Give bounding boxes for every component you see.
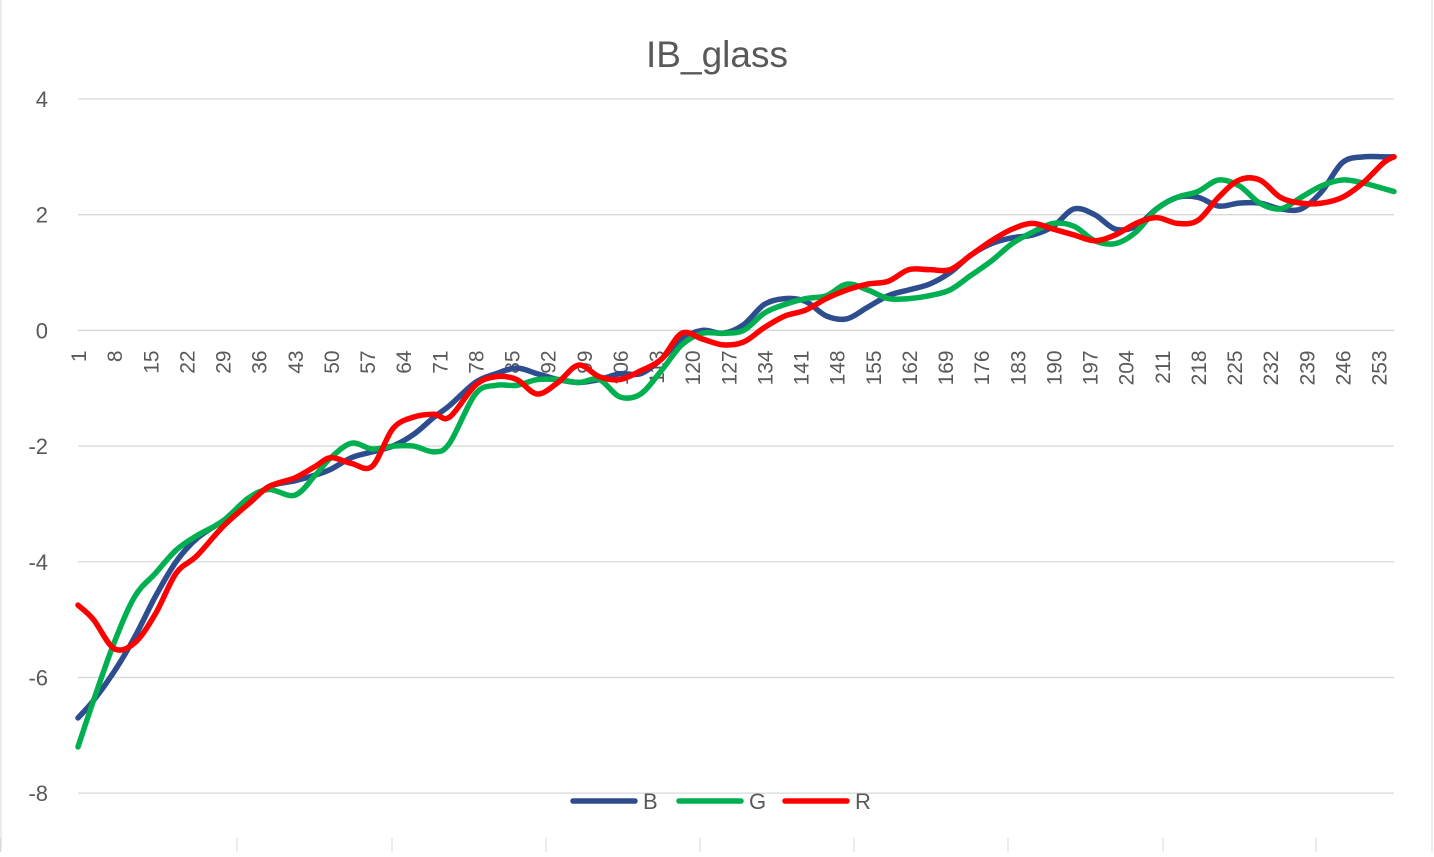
x-tick-label: 183 <box>1007 350 1030 385</box>
chart-title: IB_glass <box>646 34 788 75</box>
y-tick-label: -8 <box>28 781 48 806</box>
legend-label-b: B <box>643 789 658 814</box>
x-tick-label: 239 <box>1296 350 1319 385</box>
x-tick-label: 57 <box>357 350 380 373</box>
x-tick-label: 8 <box>104 350 127 362</box>
x-tick-label: 15 <box>140 350 163 373</box>
y-tick-label: 2 <box>36 203 48 228</box>
x-tick-label: 190 <box>1043 350 1066 385</box>
series-line-g <box>75 177 1397 750</box>
legend-label-r: R <box>855 789 871 814</box>
x-tick-label: 176 <box>971 350 994 385</box>
x-tick-label: 92 <box>538 350 561 373</box>
y-tick-label: 0 <box>36 318 48 343</box>
legend-label-g: G <box>749 789 766 814</box>
y-tick-label: -4 <box>28 550 48 575</box>
x-tick-label: 120 <box>682 350 705 385</box>
x-tick-label: 253 <box>1369 350 1392 385</box>
series-lines <box>75 153 1397 750</box>
y-tick-label: -2 <box>28 434 48 459</box>
x-tick-label: 134 <box>754 350 777 385</box>
x-tick-label: 246 <box>1332 350 1355 385</box>
x-tick-label: 155 <box>863 350 886 385</box>
x-tick-label: 232 <box>1260 350 1283 385</box>
x-tick-label: 141 <box>791 350 814 385</box>
x-tick-label: 169 <box>935 350 958 385</box>
x-tick-label: 127 <box>718 350 741 385</box>
y-tick-label: 4 <box>36 87 48 112</box>
x-tick-label: 204 <box>1116 350 1139 385</box>
x-tick-label: 78 <box>465 350 488 373</box>
x-tick-label: 218 <box>1188 350 1211 385</box>
x-tick-label: 162 <box>899 350 922 385</box>
series-line-r <box>75 154 1397 653</box>
x-tick-label: 43 <box>285 350 308 373</box>
x-tick-label: 71 <box>429 350 452 373</box>
x-tick-label: 22 <box>176 350 199 373</box>
x-tick-label: 64 <box>393 350 416 374</box>
x-tick-label: 1 <box>68 350 91 362</box>
x-tick-label: 36 <box>249 350 272 373</box>
y-tick-label: -6 <box>28 665 48 690</box>
x-tick-label: 197 <box>1080 350 1103 385</box>
x-tick-label: 29 <box>213 350 236 373</box>
axes: 420-2-4-6-81 8 15 22 29 36 43 50 57 64 71 78 85 92 99 1… <box>28 87 1394 806</box>
x-tick-label: 211 <box>1152 350 1175 383</box>
x-tick-label: 225 <box>1224 350 1247 385</box>
gridlines <box>78 98 1394 794</box>
x-tick-label: 50 <box>321 350 344 373</box>
x-tick-label: 148 <box>827 350 850 385</box>
